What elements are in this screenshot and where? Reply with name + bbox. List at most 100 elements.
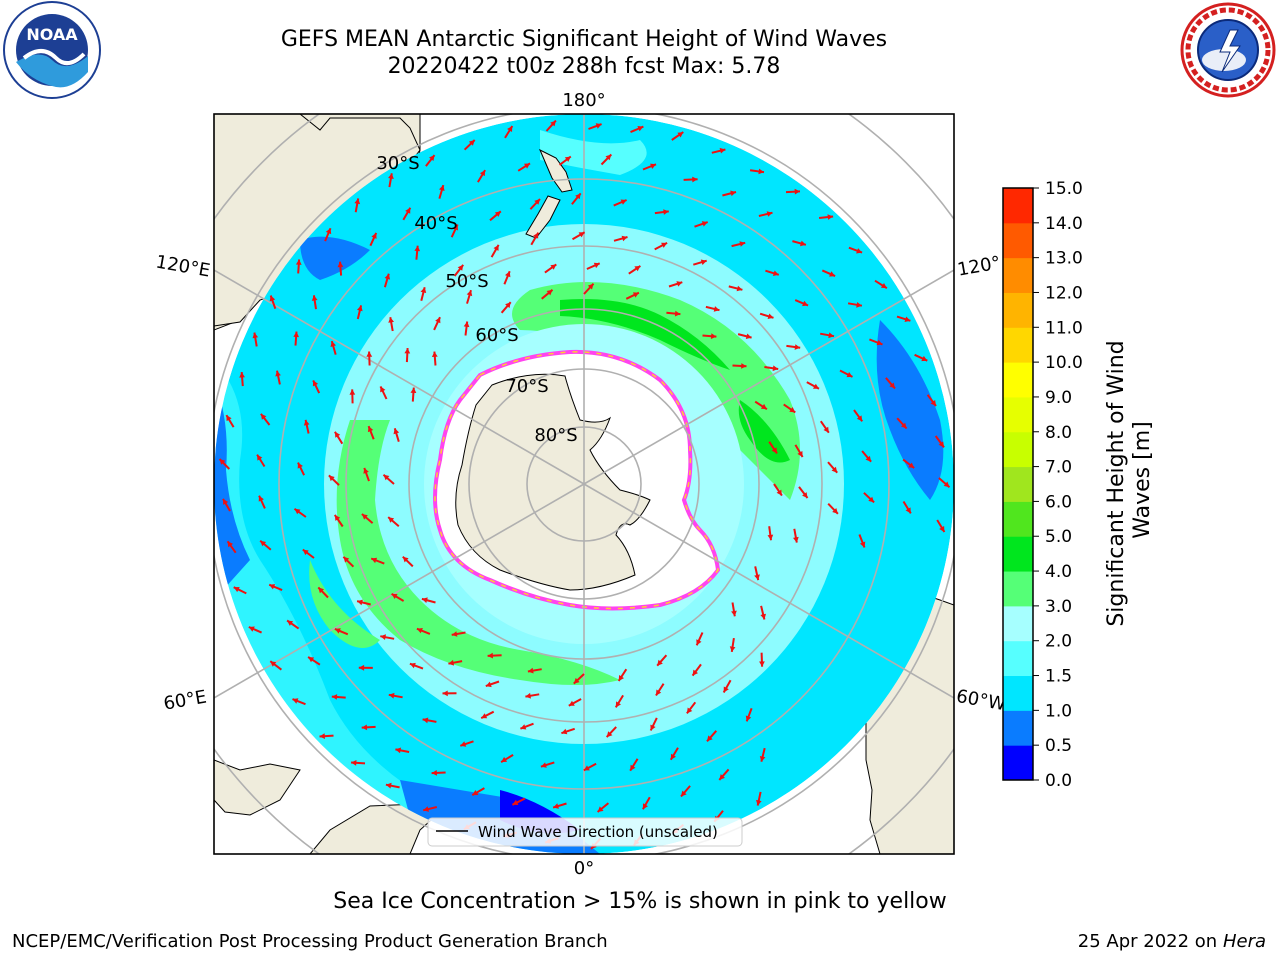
- colorbar-tick-label: 14.0: [1045, 214, 1083, 234]
- wind-wave-arrow: [525, 692, 540, 699]
- wind-wave-arrow: [642, 163, 657, 171]
- wind-wave-arrow: [382, 473, 395, 485]
- wind-wave-arrow: [896, 315, 911, 322]
- wind-wave-arrow: [421, 597, 436, 604]
- wind-wave-arrow: [806, 381, 820, 390]
- wind-wave-arrow: [642, 796, 651, 810]
- wind-wave-arrow: [668, 281, 683, 288]
- wind-wave-arrow: [354, 198, 361, 213]
- wind-wave-arrow: [874, 279, 888, 290]
- wind-wave-arrow: [218, 458, 231, 470]
- wind-wave-arrow: [527, 667, 542, 674]
- wind-wave-arrow: [269, 660, 283, 671]
- wind-wave-arrow: [737, 333, 752, 339]
- wind-wave-arrow: [596, 802, 610, 813]
- colorbar-tick-label: 4.0: [1045, 562, 1072, 582]
- wind-wave-arrow: [669, 747, 679, 761]
- wind-wave-arrow: [745, 707, 753, 722]
- colorbar-swatch: [1003, 605, 1033, 642]
- wind-wave-arrow: [337, 261, 344, 276]
- wind-wave-arrow: [356, 599, 371, 606]
- wind-wave-arrow: [819, 420, 830, 434]
- map-frame: [213, 113, 955, 855]
- wind-wave-arrow: [759, 312, 774, 319]
- wind-wave-arrow: [259, 539, 272, 551]
- footer-date-text: 25 Apr 2022 on: [1077, 931, 1223, 952]
- wind-wave-arrow: [680, 785, 691, 798]
- wind-wave-arrow: [225, 414, 235, 428]
- wind-wave-arrow: [586, 262, 601, 270]
- colorbar-tick-label: 7.0: [1045, 458, 1072, 478]
- wind-wave-arrow: [233, 586, 247, 595]
- wind-wave-arrow: [328, 474, 340, 486]
- colorbar-label-line1: Significant Height of Wind: [1104, 340, 1129, 626]
- wind-wave-arrow: [671, 131, 684, 141]
- wind-wave-arrow: [691, 663, 702, 677]
- wind-wave-arrow: [718, 768, 730, 781]
- colorbar-tick-label: 6.0: [1045, 492, 1072, 512]
- wind-wave-arrow: [517, 162, 531, 172]
- lon-label-left-lower: 60°E: [162, 686, 208, 714]
- wind-wave-arrow: [869, 338, 883, 346]
- wind-wave-arrow: [759, 747, 766, 762]
- wind-wave-arrow: [573, 673, 585, 685]
- wind-wave-arrow: [885, 377, 896, 390]
- wind-wave-arrow: [275, 370, 281, 385]
- wind-wave-arrow: [442, 690, 457, 697]
- colorbar-tick-label: 8.0: [1045, 423, 1072, 443]
- wind-wave-arrow: [480, 710, 495, 719]
- wind-wave-arrow: [500, 754, 514, 763]
- wind-wave-arrow: [358, 664, 373, 671]
- sea-ice-note: Sea Ice Concentration > 15% is shown in …: [333, 889, 947, 914]
- wind-wave-arrow: [420, 286, 427, 302]
- wind-wave-arrow: [252, 332, 259, 347]
- colorbar-swatch: [1003, 327, 1033, 363]
- colorbar-swatches: [1002, 187, 1034, 781]
- wind-wave-arrow: [541, 289, 554, 300]
- lat-label-80s: 80°S: [534, 425, 577, 446]
- wind-wave-arrow: [333, 514, 344, 528]
- footer-date: 25 Apr 2022 on Hera: [1078, 931, 1266, 952]
- wind-wave-arrow: [431, 770, 446, 776]
- wind-wave-arrow: [379, 385, 388, 400]
- wind-wave-arrow: [858, 534, 866, 548]
- wind-wave-arrow: [295, 259, 302, 274]
- colorbar-swatch: [1003, 501, 1033, 537]
- lon-label-left-upper: 120°E: [154, 251, 212, 281]
- colorbar-tick-label: 9.0: [1045, 388, 1072, 408]
- colorbar-swatch: [1003, 466, 1033, 502]
- wind-wave-arrow: [433, 316, 441, 331]
- wind-wave-arrow: [545, 119, 557, 132]
- wind-wave-arrow: [731, 241, 746, 248]
- wind-wave-arrow: [258, 495, 266, 509]
- wind-wave-arrow: [666, 310, 681, 317]
- wind-wave-arrow: [317, 586, 329, 599]
- wind-wave-arrow: [297, 462, 306, 476]
- wind-wave-arrow: [422, 717, 437, 724]
- wind-wave-arrow: [463, 321, 470, 336]
- wind-wave-arrow: [226, 540, 237, 554]
- wind-wave-arrow: [256, 454, 266, 468]
- wind-wave-arrow: [361, 724, 376, 731]
- wind-wave-arrow: [847, 302, 863, 308]
- lon-label-top: 180°: [562, 90, 605, 111]
- wind-wave-arrow: [286, 619, 300, 630]
- wind-wave-arrow: [388, 317, 394, 332]
- colorbar-swatch: [1003, 431, 1033, 468]
- wind-wave-arrow: [614, 694, 624, 708]
- wind-wave-arrow: [625, 291, 640, 300]
- wind-wave-arrow: [334, 627, 349, 636]
- wind-wave-arrow: [936, 519, 946, 533]
- wind-wave-arrow: [307, 656, 321, 666]
- chart-subtitle: 20220422 t00z 288h fcst Max: 5.78: [387, 54, 781, 79]
- colorbar-tick-label: 1.5: [1045, 667, 1072, 687]
- wind-wave-arrow: [786, 344, 801, 350]
- wind-wave-arrow: [342, 556, 355, 568]
- wind-wave-arrow: [293, 331, 299, 346]
- wind-wave-arrow: [756, 791, 762, 806]
- wind-wave-arrow: [628, 265, 641, 275]
- colorbar-tick-label: 2.0: [1045, 632, 1072, 652]
- wind-wave-arrow: [783, 403, 796, 414]
- chart-title: GEFS MEAN Antarctic Significant Height o…: [280, 27, 888, 52]
- wind-wave-arrow: [728, 285, 743, 292]
